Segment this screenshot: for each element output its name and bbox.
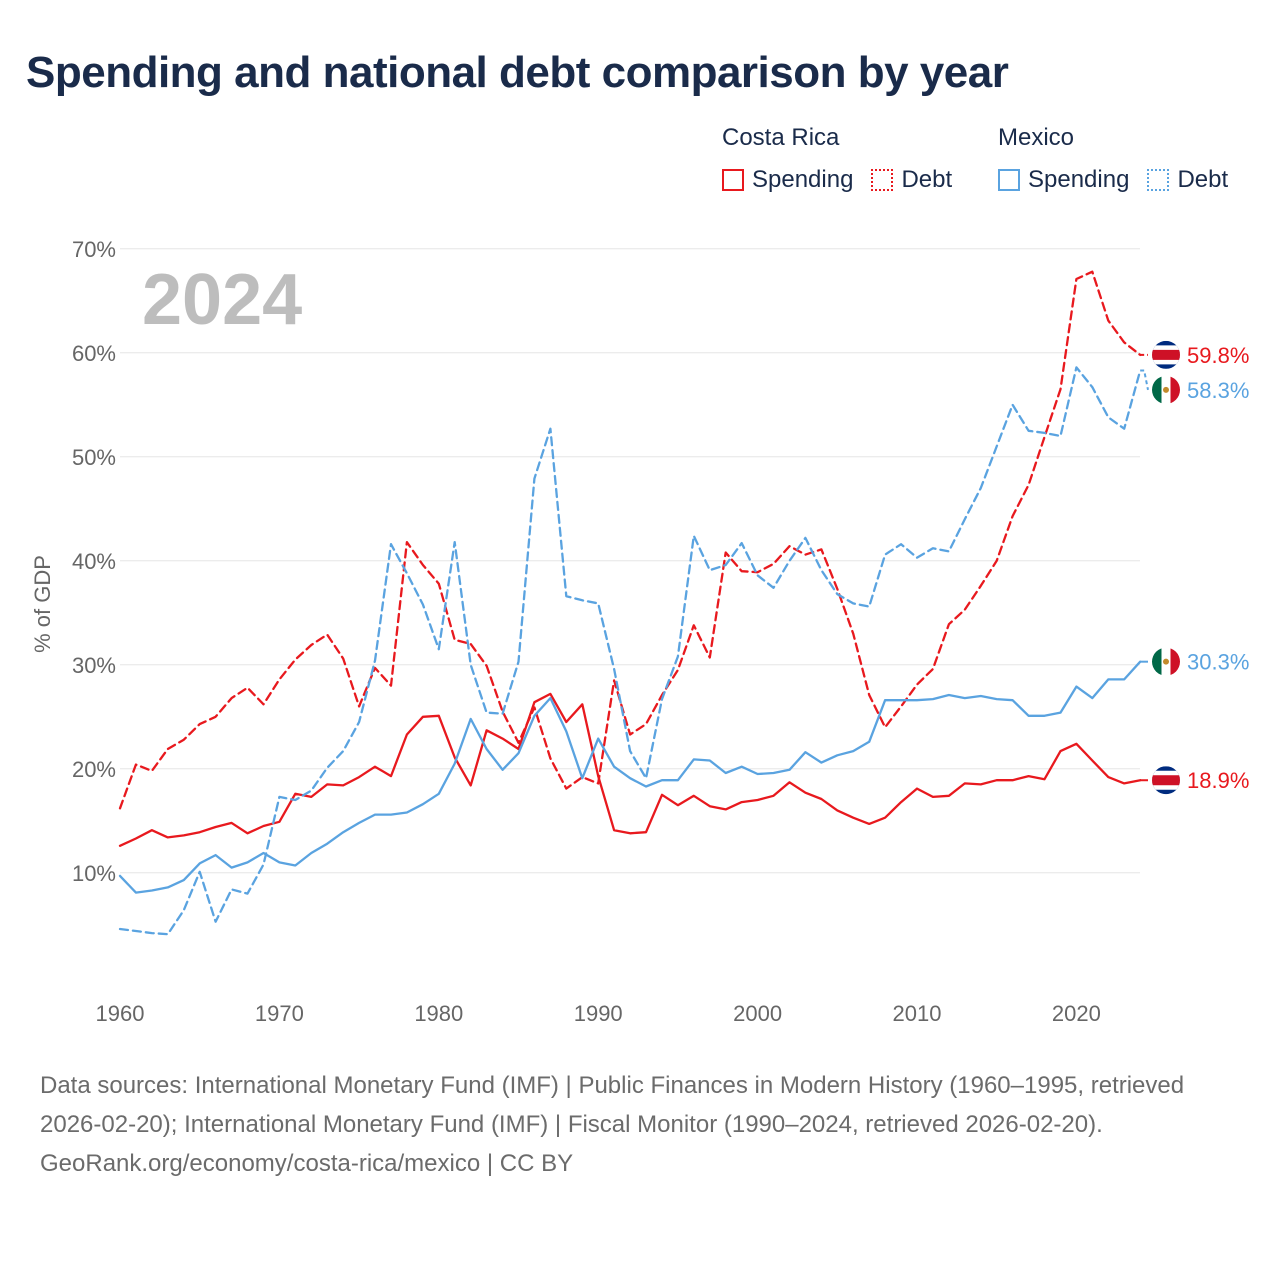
end-value-label: 18.9% [1187, 768, 1249, 793]
legend-group-mexico: Mexico Spending Debt [998, 124, 1246, 194]
y-tick-label: 30% [72, 653, 116, 678]
x-tick-label: 2010 [893, 1001, 942, 1026]
legend-item-costa-rica-debt[interactable]: Debt [871, 166, 952, 194]
legend-swatch-solid [998, 169, 1020, 191]
legend-group-costa-rica: Costa Rica Spending Debt [722, 124, 970, 194]
footer: Data sources: International Monetary Fun… [40, 1066, 1240, 1183]
legend-label: Debt [1177, 166, 1229, 193]
grid [120, 248, 1140, 874]
end-markers: 59.8% 58.3% 30.3% 18.9% [1140, 338, 1249, 797]
legend-label: Spending [1028, 166, 1130, 193]
y-tick-label: 40% [72, 549, 116, 574]
attribution: GeoRank.org/economy/costa-rica/mexico | … [40, 1150, 574, 1177]
y-axis-ticks: 10% 20% 30% 40% 50% 60% 70% [72, 237, 116, 886]
legend-label: Debt [901, 166, 953, 193]
legend-swatch-dotted [871, 169, 894, 191]
data-sources: Data sources: International Monetary Fun… [40, 1072, 1185, 1138]
y-tick-label: 70% [72, 237, 116, 262]
end-value-label: 59.8% [1187, 343, 1249, 368]
legend-swatch-solid [722, 169, 744, 191]
mexico-spending-line [118, 660, 1142, 894]
costa-rica-debt-line [118, 270, 1142, 810]
y-tick-label: 10% [72, 861, 116, 886]
mexico-debt-line [118, 366, 1142, 936]
costa-rica-spending-line [118, 692, 1142, 847]
costa-rica-flag-icon [1150, 338, 1182, 371]
legend-label: Spending [752, 166, 854, 193]
y-axis-title: % of GDP [30, 555, 55, 653]
x-tick-label: 1960 [96, 1001, 145, 1026]
line-chart: 2024 % of GDP 10% 20% 30% 40% 50% 60% 70% 1960… [30, 237, 1249, 1026]
mexico-flag-icon [1150, 645, 1182, 678]
legend-item-mexico-spending[interactable]: Spending [998, 166, 1129, 194]
y-tick-label: 50% [72, 445, 116, 470]
year-watermark: 2024 [142, 260, 302, 340]
x-tick-label: 2020 [1052, 1001, 1101, 1026]
costa-rica-flag-icon [1150, 764, 1182, 797]
series-lines [118, 270, 1142, 936]
end-value-label: 30.3% [1187, 650, 1249, 675]
legend-item-costa-rica-spending[interactable]: Spending [722, 166, 853, 194]
legend-swatch-dotted [1147, 169, 1170, 191]
y-tick-label: 20% [72, 757, 116, 782]
x-tick-label: 1990 [574, 1001, 623, 1026]
end-value-label: 58.3% [1187, 378, 1249, 403]
legend-item-mexico-debt[interactable]: Debt [1147, 166, 1228, 194]
x-tick-label: 1970 [255, 1001, 304, 1026]
legend-country-label: Mexico [998, 124, 1075, 151]
x-axis-ticks: 1960 1970 1980 1990 2000 2010 2020 [96, 1001, 1101, 1026]
leader-line [1140, 369, 1149, 391]
y-tick-label: 60% [72, 341, 116, 366]
legend-country-label: Costa Rica [722, 124, 840, 151]
mexico-flag-icon [1150, 373, 1182, 406]
chart-title: Spending and national debt comparison by… [26, 48, 1009, 97]
x-tick-label: 1980 [414, 1001, 463, 1026]
x-tick-label: 2000 [733, 1001, 782, 1026]
